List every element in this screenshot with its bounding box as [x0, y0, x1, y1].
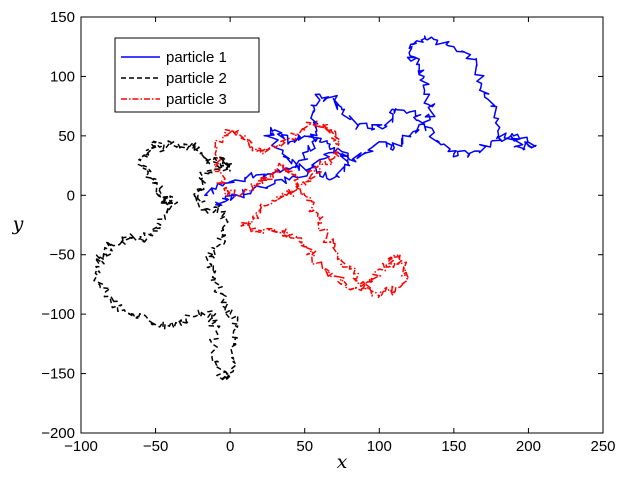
y-tick-label: −200	[41, 425, 75, 442]
y-axis: 150 100 50 0 −50 −100 −150 −200	[41, 9, 603, 442]
series-line-particle-1	[204, 35, 537, 207]
y-tick-label: 50	[58, 128, 75, 145]
series-line-particle-3	[213, 119, 410, 299]
x-tick-label: 150	[441, 438, 466, 455]
x-tick-label: −100	[64, 438, 98, 455]
x-axis-label: x	[337, 451, 348, 473]
series-layer	[93, 35, 537, 382]
legend-label-particle-2: particle 2	[166, 70, 227, 87]
legend: particle 1 particle 2 particle 3	[114, 37, 260, 113]
plot-frame	[80, 16, 604, 434]
legend-label-particle-1: particle 1	[166, 49, 227, 66]
x-tick-label: 0	[226, 438, 234, 455]
y-tick-label: 100	[50, 68, 75, 85]
x-axis: −100 −50 0 50 100 150 200 250	[64, 17, 616, 455]
legend-label-particle-3: particle 3	[166, 91, 227, 108]
x-tick-label: 200	[516, 438, 541, 455]
y-tick-label: −100	[41, 306, 75, 323]
series-line-particle-2	[93, 140, 240, 382]
x-tick-label: −50	[143, 438, 168, 455]
x-tick-label: 100	[367, 438, 392, 455]
legend-box	[114, 37, 260, 113]
y-axis-label: y	[12, 213, 24, 235]
y-tick-label: 0	[67, 187, 75, 204]
x-tick-label: 250	[590, 438, 615, 455]
y-tick-label: −50	[50, 247, 75, 264]
y-tick-label: 150	[50, 9, 75, 26]
y-tick-label: −150	[41, 366, 75, 383]
x-tick-label: 50	[296, 438, 313, 455]
